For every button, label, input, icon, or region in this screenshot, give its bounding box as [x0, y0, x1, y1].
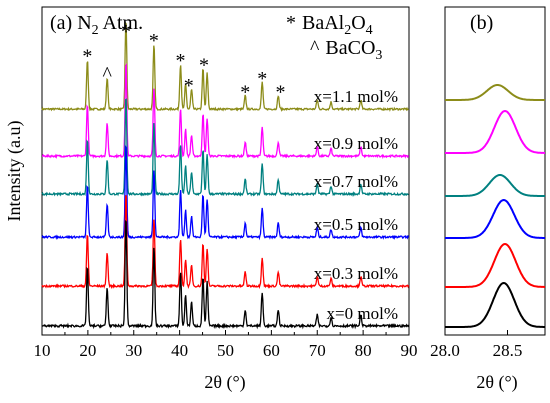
panel-a-title: (a) N2 Atm.	[50, 12, 143, 38]
panel-b-x-ticks: 28.0 28.5	[430, 330, 522, 360]
panel-b-peaks	[445, 84, 545, 328]
series-label: x=0.5 mol%	[314, 215, 398, 234]
panel-a-label: (a) N	[50, 12, 92, 34]
legend-baal2o4-name: BaAl	[302, 12, 345, 34]
zoom-peak-line	[445, 242, 545, 288]
x-tick-label: 30	[125, 341, 142, 360]
series-label: x=0.9 mol%	[314, 134, 398, 153]
peak-marker: *	[199, 55, 209, 77]
panel-a-peak-markers: *^* *******	[82, 21, 285, 104]
y-axis-label: Intensity (a.u)	[4, 121, 25, 222]
legend-baal2o4-symbol: *	[286, 12, 296, 34]
peak-marker: *	[184, 75, 194, 97]
legend-baco3: ^ BaCO3	[310, 37, 382, 63]
legend-baal2o4-sub2: 4	[366, 23, 373, 38]
panel-b-frame	[444, 6, 546, 336]
panel-a-series-labels: x=1.1 mol% x=0.9 mol% x=0.7 mol% x=0.5 mol%…	[314, 87, 398, 323]
x-tick-label: 70	[309, 341, 326, 360]
panel-a-label-sub: 2	[92, 23, 99, 38]
zoom-peak-line	[445, 281, 545, 328]
peak-marker: *	[240, 82, 250, 104]
legend-baal2o4: * BaAl2O4	[286, 12, 373, 38]
panel-a-x-axis-label: 2θ (°)	[204, 372, 245, 393]
series-label: x=0.7 mol%	[314, 172, 398, 191]
panel-b-x-axis-label: 2θ (°)	[476, 372, 517, 393]
series-line	[41, 219, 410, 330]
peak-marker: ^	[102, 64, 112, 86]
peak-marker: *	[149, 30, 159, 52]
zoom-peak-line	[445, 109, 545, 154]
peak-marker: *	[176, 50, 186, 72]
series-line	[41, 98, 409, 198]
peak-marker: *	[121, 21, 131, 43]
series-label: x=1.1 mol%	[314, 87, 398, 106]
zoom-peak-line	[445, 174, 545, 197]
legend-baal2o4-mid: O	[351, 12, 365, 34]
series-line	[41, 144, 410, 241]
zoom-peak-line	[445, 84, 545, 101]
panel-a-x-ticks: 10 20 30 40 50 60 70 80 90	[34, 330, 418, 360]
series-line	[41, 195, 410, 290]
panel-b-title: (b)	[470, 12, 493, 34]
x-tick-label: 28.0	[430, 341, 460, 360]
zoom-peak-line	[445, 198, 545, 239]
x-tick-label: 40	[171, 341, 188, 360]
peak-marker: *	[257, 68, 267, 90]
panel-a-patterns	[41, 21, 410, 330]
series-line	[41, 21, 410, 113]
peak-marker: *	[276, 82, 286, 104]
x-tick-label: 60	[263, 341, 280, 360]
series-line	[41, 62, 410, 160]
peak-marker: *	[82, 46, 92, 68]
x-tick-label: 80	[355, 341, 372, 360]
x-tick-label: 28.5	[493, 341, 523, 360]
x-tick-label: 10	[34, 341, 51, 360]
legend-baco3-sub: 3	[375, 48, 382, 63]
legend-baco3-symbol: ^	[310, 37, 320, 59]
legend-baco3-name: BaCO	[325, 37, 375, 59]
legend-baal2o4-sub1: 2	[344, 23, 351, 38]
x-tick-label: 50	[217, 341, 234, 360]
series-label: x=0 mol%	[327, 304, 398, 323]
x-tick-label: 90	[401, 341, 418, 360]
x-tick-label: 20	[79, 341, 96, 360]
series-label: x=0.3 mol%	[314, 264, 398, 283]
panel-a-label-tail: Atm.	[99, 12, 143, 34]
